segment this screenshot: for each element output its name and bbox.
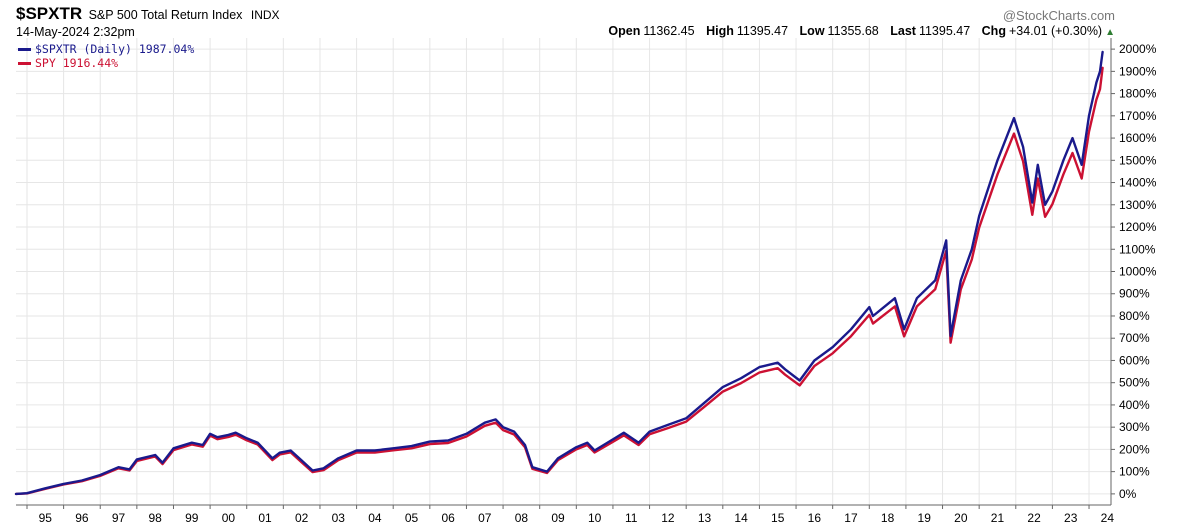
chart-axes: 2000% 1900% 1800% 1700% 1600% 1500% 1400% 1300%… [16, 38, 1157, 525]
x-tick-label: 10 [588, 511, 602, 525]
y-tick-label: 1400% [1119, 176, 1157, 190]
series-line-spxtr [14, 50, 1104, 496]
chart-legend: $SPXTR (Daily) 1987.04% SPY 1916.44% [18, 42, 194, 70]
y-tick-label: 700% [1119, 331, 1150, 345]
open-label: Open [608, 24, 641, 38]
exchange-label: INDX [250, 8, 280, 22]
legend-swatch-spxtr [18, 47, 31, 51]
y-tick-label: 1200% [1119, 220, 1157, 234]
series-line-spy [14, 66, 1104, 496]
up-arrow-icon: ▲ [1105, 27, 1115, 38]
chg-label: Chg [981, 24, 1006, 38]
y-tick-label: 1000% [1119, 265, 1157, 279]
y-tick-label: 1600% [1119, 131, 1157, 145]
chart-grid [16, 38, 1111, 505]
x-tick-label: 03 [332, 511, 346, 525]
y-tick-label: 100% [1119, 465, 1150, 479]
chg-value: +34.01 (+0.30%) [1008, 24, 1103, 38]
y-tick-label: 600% [1119, 353, 1150, 367]
y-tick-label: 1300% [1119, 198, 1157, 212]
x-tick-label: 23 [1064, 511, 1078, 525]
x-tick-label: 04 [368, 511, 382, 525]
x-tick-label: 99 [185, 511, 199, 525]
y-tick-label: 1500% [1119, 153, 1157, 167]
x-tick-label: 18 [881, 511, 895, 525]
legend-label-spxtr: $SPXTR (Daily) 1987.04% [35, 42, 195, 56]
x-tick-label: 02 [295, 511, 309, 525]
chart-series [14, 50, 1104, 496]
ticker-symbol: $SPXTR [16, 4, 83, 23]
low-label: Low [799, 24, 825, 38]
x-tick-label: 22 [1027, 511, 1041, 525]
y-tick-label: 300% [1119, 420, 1150, 434]
y-tick-label: 1800% [1119, 87, 1157, 101]
y-tick-label: 500% [1119, 376, 1150, 390]
x-tick-label: 00 [222, 511, 236, 525]
chart-datetime: 14-May-2024 2:32pm [16, 25, 135, 39]
x-tick-label: 96 [75, 511, 89, 525]
y-tick-label: 1100% [1119, 242, 1156, 256]
x-tick-label: 06 [441, 511, 455, 525]
x-tick-label: 97 [112, 511, 126, 525]
x-tick-label: 15 [771, 511, 785, 525]
stockcharts-watermark: @StockCharts.com [1002, 8, 1115, 23]
x-tick-label: 21 [991, 511, 1005, 525]
y-tick-label: 800% [1119, 309, 1150, 323]
x-tick-label: 16 [808, 511, 822, 525]
x-tick-label: 09 [551, 511, 565, 525]
open-value: 11362.45 [643, 24, 695, 38]
y-tick-label: 1900% [1119, 64, 1157, 78]
high-value: 11395.47 [736, 24, 789, 38]
last-label: Last [890, 24, 916, 38]
x-tick-label: 13 [698, 511, 712, 525]
x-tick-label: 20 [954, 511, 968, 525]
x-tick-label: 11 [625, 511, 638, 525]
x-tick-label: 14 [734, 511, 748, 525]
legend-swatch-spy [18, 61, 31, 65]
x-tick-label: 19 [918, 511, 932, 525]
legend-item-spy: SPY 1916.44% [18, 56, 194, 70]
y-tick-label: 0% [1119, 487, 1137, 501]
index-name: S&P 500 Total Return Index [88, 8, 243, 22]
x-tick-label: 95 [39, 511, 53, 525]
chart-title: $SPXTR S&P 500 Total Return Index INDX [16, 4, 280, 26]
high-label: High [706, 24, 734, 38]
y-tick-label: 2000% [1119, 42, 1157, 56]
x-tick-label: 05 [405, 511, 419, 525]
x-tick-label: 01 [258, 511, 272, 525]
y-tick-label: 400% [1119, 398, 1150, 412]
legend-item-spxtr: $SPXTR (Daily) 1987.04% [18, 42, 194, 56]
y-tick-label: 1700% [1119, 109, 1157, 123]
x-tick-label: 17 [844, 511, 858, 525]
x-tick-label: 08 [515, 511, 529, 525]
x-tick-label: 24 [1101, 511, 1115, 525]
y-tick-label: 900% [1119, 287, 1150, 301]
last-value: 11395.47 [918, 24, 971, 38]
legend-label-spy: SPY 1916.44% [35, 56, 119, 70]
x-tick-label: 98 [148, 511, 162, 525]
x-tick-label: 12 [661, 511, 675, 525]
y-tick-label: 200% [1119, 442, 1150, 456]
low-value: 11355.68 [827, 24, 879, 38]
ohlc-readout: Open 11362.45 High 11395.47 Low 11355.68 La… [600, 24, 1115, 38]
x-tick-label: 07 [478, 511, 492, 525]
